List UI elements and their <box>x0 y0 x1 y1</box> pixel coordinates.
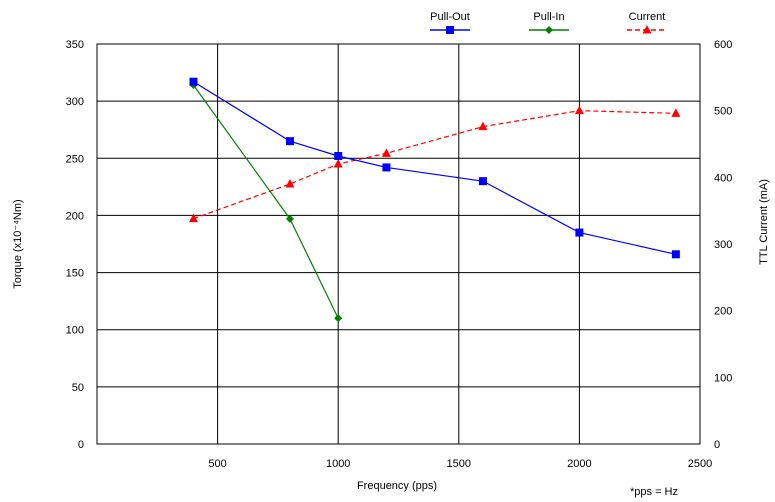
current-point <box>671 108 681 117</box>
pull-in-point <box>334 314 343 323</box>
right-y-tick-label: 0 <box>714 439 720 451</box>
right-y-tick-label: 200 <box>714 306 732 318</box>
legend-label: Pull-In <box>533 11 564 23</box>
legend-marker <box>446 26 454 34</box>
x-axis-title: Frequency (pps) <box>357 480 437 492</box>
current-point <box>333 159 343 168</box>
pull-out-point <box>478 177 487 186</box>
x-tick-label: 2000 <box>567 458 591 470</box>
legend-label: Current <box>629 11 666 23</box>
current-point <box>478 121 488 131</box>
plot-frame <box>96 43 701 445</box>
pull-out-point <box>671 250 680 259</box>
left-y-tick-label: 150 <box>66 268 84 280</box>
right-y-axis-title: TTL Current (mA) <box>758 179 770 265</box>
pps-footnote: *pps = Hz <box>630 486 678 498</box>
left-y-tick-label: 350 <box>66 39 84 51</box>
x-tick-labels: 500 1000 1500 2000 2500 <box>208 458 712 470</box>
pull-in-series <box>189 81 343 323</box>
legend-marker <box>545 26 553 34</box>
left-y-tick-label: 100 <box>66 325 84 337</box>
pull-out-point <box>382 163 391 172</box>
grid-lines <box>97 44 700 444</box>
left-y-axis-title: Torque (x10⁻⁴Nm) <box>12 199 24 288</box>
pull-out-line <box>193 81 677 255</box>
pull-out-point <box>575 228 584 237</box>
left-y-tick-label: 250 <box>66 153 84 165</box>
x-tick-label: 500 <box>208 458 226 470</box>
current-series <box>188 105 681 223</box>
right-y-tick-label: 500 <box>714 106 732 118</box>
left-y-tick-label: 200 <box>66 210 84 222</box>
current-point <box>381 148 391 157</box>
pull-out-series <box>189 77 680 259</box>
x-tick-label: 1000 <box>326 458 350 470</box>
legend-marker <box>642 25 652 34</box>
legend-label: Pull-Out <box>430 11 470 23</box>
current-point <box>574 105 584 115</box>
legend-item-current: Current <box>627 11 667 34</box>
right-y-tick-label: 300 <box>714 239 732 251</box>
left-y-tick-label: 300 <box>66 96 84 108</box>
left-y-tick-label: 50 <box>72 382 84 394</box>
series-group <box>188 77 681 323</box>
pull-in-line <box>192 84 339 319</box>
right-y-tick-label: 400 <box>714 172 732 184</box>
x-tick-label: 2500 <box>688 458 712 470</box>
pull-out-point <box>334 152 343 160</box>
pull-out-point <box>189 77 198 86</box>
current-point <box>188 213 198 223</box>
pull-in-point <box>285 214 294 223</box>
legend: Pull-Out Pull-In Current <box>430 11 667 34</box>
right-y-tick-label: 100 <box>714 372 732 384</box>
left-y-tick-labels: 0 50 100 150 200 250 300 350 <box>66 39 84 451</box>
legend-item-pull-in: Pull-In <box>529 11 569 34</box>
pull-out-point <box>285 137 294 146</box>
current-point <box>285 179 295 188</box>
left-y-tick-label: 0 <box>78 439 84 451</box>
right-y-tick-labels: 0 100 200 300 400 500 600 <box>714 39 732 451</box>
x-tick-label: 1500 <box>447 458 471 470</box>
legend-item-pull-out: Pull-Out <box>430 11 470 34</box>
right-y-tick-label: 600 <box>714 39 732 51</box>
